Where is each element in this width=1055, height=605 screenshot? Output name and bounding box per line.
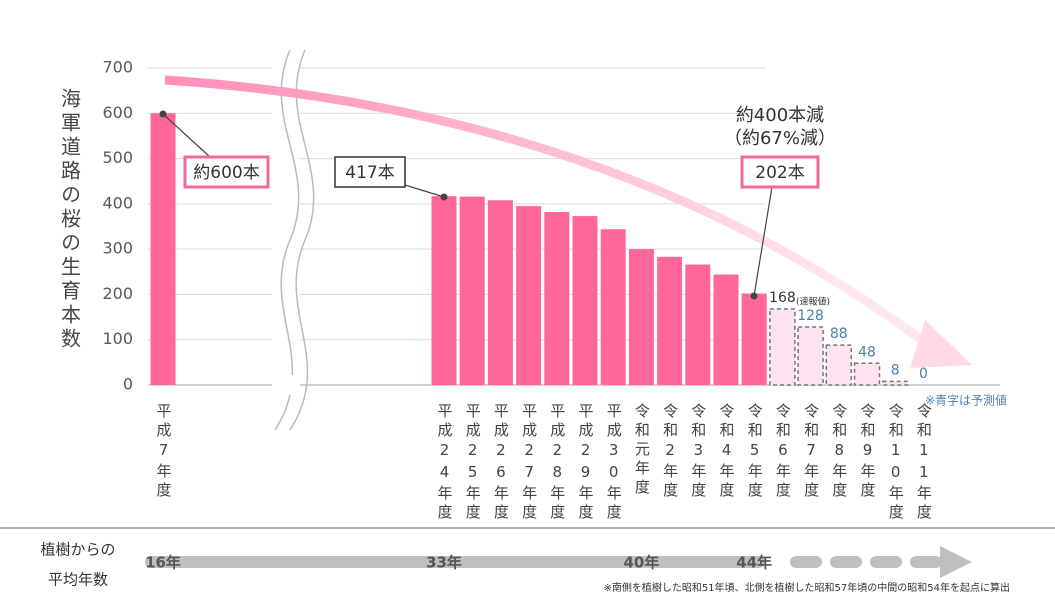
timeline-label: 16年: [145, 554, 181, 572]
timeline-dash: [790, 556, 822, 568]
x-tick-label: 平成7年度: [155, 403, 173, 501]
callout-line: [753, 186, 773, 297]
trend-arrowhead: [910, 320, 972, 368]
timeline-label: 33年: [426, 554, 462, 572]
footnote: ※南側を植樹した昭和51年頃、北側を植樹した昭和57年頃の中間の昭和54年を起点…: [603, 581, 1010, 594]
x-tick-label: 平成26年度: [492, 403, 510, 523]
bar: [516, 206, 542, 385]
timeline-label: 44年: [736, 554, 772, 572]
x-tick-label: 令和6年度: [774, 403, 792, 501]
bar: [431, 196, 457, 385]
annotation: (速報値): [796, 296, 830, 308]
value-label: 8: [891, 362, 900, 378]
x-tick-label: 平成27年度: [520, 403, 538, 523]
bar: [797, 326, 824, 386]
bar: [628, 249, 654, 385]
bar: [881, 380, 909, 386]
timeline-dash: [910, 556, 942, 568]
callout-dot: [159, 110, 167, 118]
bar: [713, 274, 739, 385]
y-tick-label: 600: [102, 103, 133, 122]
x-tick-label: 令和11年度: [915, 403, 933, 523]
timeline-label: 40年: [623, 554, 659, 572]
bar: [825, 344, 853, 386]
callout-line: [162, 113, 211, 158]
value-label: 0: [919, 366, 928, 382]
annotation: （約67%減）: [724, 128, 836, 149]
annotation: 約400本減: [736, 105, 824, 126]
y-tick-label: 200: [102, 284, 133, 303]
axis-break-gap: [276, 375, 298, 395]
trend-arrow: [164, 75, 938, 354]
timeline-arrowhead: [940, 546, 972, 578]
callout-text: 417本: [345, 163, 394, 183]
callout-box: [740, 155, 820, 189]
value-label: 48: [858, 344, 876, 360]
timeline-dash: [830, 556, 862, 568]
bar: [544, 212, 570, 385]
callout-line: [404, 184, 445, 198]
bar: [600, 229, 626, 385]
callout-box: [183, 155, 270, 189]
x-tick-label: 平成24年度: [436, 403, 454, 523]
timeline-title: 植樹からの: [40, 541, 115, 559]
x-tick-label: 令和4年度: [718, 403, 736, 501]
x-tick-label: 平成25年度: [464, 403, 482, 523]
y-tick-label: 700: [102, 58, 133, 77]
bar: [685, 264, 711, 385]
value-label: 168: [769, 290, 796, 306]
y-tick-label: 0: [123, 375, 133, 394]
bar: [657, 256, 683, 385]
x-tick-label: 平成30年度: [605, 403, 623, 523]
timeline-bar: [145, 556, 765, 568]
value-label: 128: [797, 308, 824, 324]
callout-text: 202本: [755, 163, 804, 183]
x-tick-label: 令和9年度: [859, 403, 877, 501]
timeline-dash: [870, 556, 902, 568]
y-axis-label: 海軍道路の桜の生育本数: [58, 88, 82, 352]
y-tick-label: 500: [102, 148, 133, 167]
bar: [150, 113, 176, 386]
x-tick-label: 令和8年度: [830, 403, 848, 501]
timeline-title: 平均年数: [48, 571, 108, 589]
callout-box: [334, 156, 406, 188]
x-tick-label: 令和7年度: [802, 403, 820, 501]
axis-break: [289, 49, 315, 431]
x-tick-label: 令和10年度: [887, 403, 905, 523]
x-tick-label: 平成28年度: [548, 403, 566, 523]
annotation: ※青字は予測値: [925, 393, 1007, 408]
x-tick-label: 平成29年度: [577, 403, 595, 523]
x-tick-label: 令和2年度: [661, 403, 679, 501]
bar: [853, 362, 881, 386]
callout-text: 約600本: [193, 163, 259, 183]
bar: [741, 293, 767, 385]
y-tick-label: 100: [102, 329, 133, 348]
bar: [769, 308, 796, 386]
axis-break: [274, 49, 300, 431]
x-tick-label: 令和5年度: [746, 403, 764, 501]
y-tick-label: 400: [102, 193, 133, 212]
x-tick-label: 令和元年度: [633, 403, 651, 498]
callout-dot: [440, 193, 448, 201]
x-tick-label: 令和3年度: [689, 403, 707, 501]
value-label: 88: [830, 326, 848, 342]
bar: [572, 216, 598, 385]
callout-dot: [750, 292, 758, 300]
bar: [459, 196, 485, 385]
bar: [487, 200, 513, 385]
y-tick-label: 300: [102, 239, 133, 258]
